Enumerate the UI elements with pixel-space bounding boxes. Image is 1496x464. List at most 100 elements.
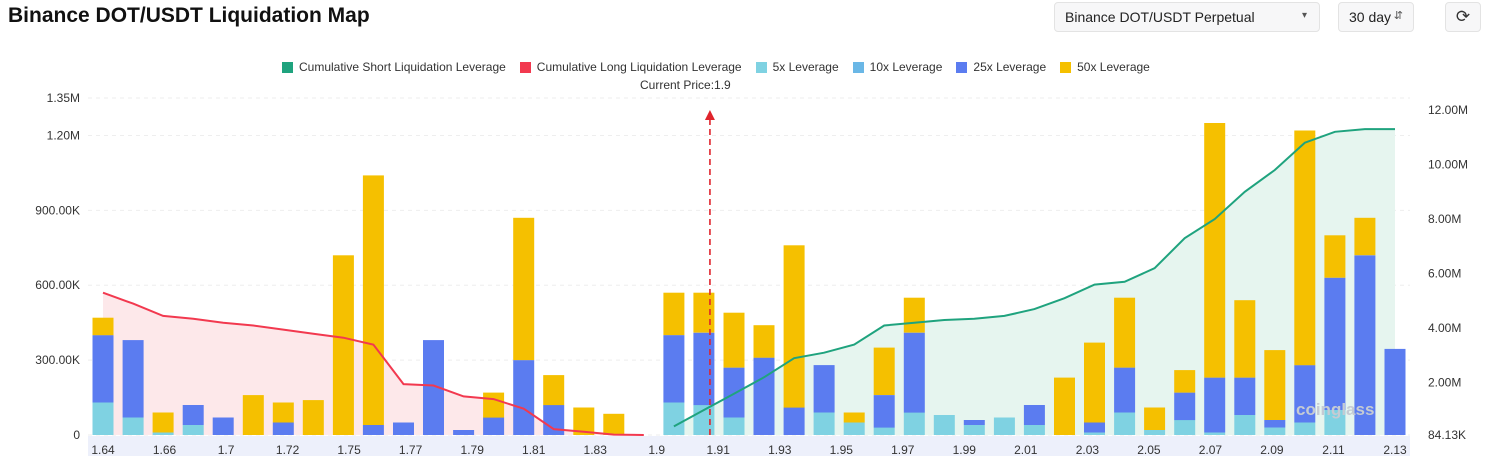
y-right-tick-label: 6.00M [1428,267,1461,281]
bar-segment-lev50 [332,255,354,435]
up-down-chevron-icon: ⇵ [1393,10,1403,22]
x-tick-label: 1.75 [337,443,361,457]
short-liquidation-line [673,128,1395,428]
bar-segment-lev25 [513,360,535,435]
x-axis-band [88,436,1410,456]
bar-segment-lev25 [873,395,895,428]
bar-segment-lev50 [783,245,805,408]
y-right-tick-label: 4.00M [1428,321,1461,335]
x-tick-label: 1.95 [830,443,854,457]
bar-segment-lev5 [182,425,204,435]
x-tick-label: 1.83 [584,443,608,457]
x-tick-label: 1.97 [891,443,915,457]
bar-segment-lev50 [152,412,174,433]
page-title: Binance DOT/USDT Liquidation Map [8,4,370,27]
bar-segment-lev5 [843,422,865,435]
legend-item[interactable]: Cumulative Long Liquidation Leverage [519,60,742,74]
legend-swatch [755,61,767,73]
x-tick-label: 1.9 [648,443,665,457]
bar-segment-lev5 [1234,415,1256,435]
legend-label: 50x Leverage [1077,60,1150,74]
x-tick-label: 2.03 [1076,443,1100,457]
bar-segment-lev25 [963,420,985,425]
x-tick-label: 1.66 [153,443,177,457]
bar-segment-lev50 [483,392,505,418]
legend-item[interactable]: 50x Leverage [1060,60,1150,74]
bar-segment-lev5 [903,412,925,435]
bar-segment-lev50 [1294,130,1316,366]
bar-segment-lev5 [723,417,745,435]
x-tick-label: 2.09 [1260,443,1284,457]
bar-segment-lev5 [1174,420,1196,435]
bar-segment-lev5 [1114,412,1136,435]
x-tick-label: 1.99 [953,443,977,457]
bar-segment-lev5 [1324,410,1346,435]
bar-segment-lev5 [813,412,835,435]
bar-segment-lev50 [603,413,625,435]
y-left-tick-label: 1.35M [47,91,80,105]
x-tick-label: 1.91 [707,443,731,457]
bar-segment-lev5 [152,432,174,435]
legend-label: Cumulative Long Liquidation Leverage [536,60,742,74]
bar-segment-lev50 [753,325,775,358]
bar-segment-lev50 [903,297,925,333]
bar-segment-lev25 [1264,420,1286,428]
x-tick-label: 2.07 [1199,443,1223,457]
bar-segment-lev50 [843,412,865,423]
legend-item[interactable]: 25x Leverage [956,60,1046,74]
current-price-arrow [704,110,715,120]
x-tick-label: 1.93 [768,443,792,457]
short-liquidation-area [673,129,1395,435]
legend-item[interactable]: Cumulative Short Liquidation Leverage [282,60,506,74]
bar-segment-lev25 [543,405,565,435]
bar-segment-lev5 [122,417,144,435]
bar-segment-lev25 [1294,365,1316,423]
bar-segment-lev50 [1234,300,1256,378]
x-tick-label: 1.72 [276,443,300,457]
bar-segment-lev50 [663,292,685,336]
refresh-button[interactable]: ⟳ [1445,2,1481,32]
legend-item[interactable]: 5x Leverage [755,60,839,74]
legend-item[interactable]: 10x Leverage [852,60,943,74]
bar-segment-lev25 [663,335,685,403]
bar-segment-lev5 [1023,425,1045,435]
bar-segment-lev25 [483,417,505,435]
bar-segment-lev50 [1354,217,1376,256]
y-left-tick-label: 0 [73,428,80,442]
bar-segment-lev25 [1324,277,1346,410]
bar-segment-lev50 [92,317,114,336]
bar-segment-lev50 [1324,235,1346,278]
bar-segment-lev50 [543,375,565,406]
bar-segment-lev50 [1204,123,1226,378]
bar-segment-lev25 [362,425,384,435]
bar-segment-lev50 [1174,370,1196,393]
bar-segment-lev25 [1114,367,1136,413]
bar-segment-lev5 [993,417,1015,435]
legend-swatch [519,61,531,73]
period-select[interactable]: 30 day ⇵ [1338,2,1414,32]
bar-segment-lev5 [1264,427,1286,435]
bar-segment-lev25 [693,332,715,406]
pair-select[interactable]: Binance DOT/USDT Perpetual ▾ [1054,2,1320,32]
bar-segment-lev50 [1144,407,1166,430]
bar-segment-lev25 [813,365,835,413]
chart-legend: Cumulative Short Liquidation Leverage Cum… [282,60,1164,74]
bar-segment-lev25 [783,407,805,435]
bar-segment-lev25 [753,357,775,435]
legend-label: Cumulative Short Liquidation Leverage [299,60,506,74]
period-select-value: 30 day [1349,9,1392,25]
bar-segment-lev5 [663,402,685,435]
x-tick-label: 1.79 [461,443,485,457]
x-tick-label: 1.7 [218,443,235,457]
x-tick-label: 1.77 [399,443,423,457]
bar-segment-lev50 [1054,377,1075,435]
bar-segment-lev25 [1204,377,1226,433]
bar-segment-lev50 [723,312,745,368]
bar-segment-lev25 [723,367,745,418]
bar-segment-lev50 [1264,350,1286,420]
bar-segment-lev50 [1114,297,1136,368]
bar-segment-lev25 [272,422,294,435]
legend-swatch [852,61,864,73]
y-right-tick-label: 12.00M [1428,103,1468,117]
legend-label: 10x Leverage [869,60,943,74]
